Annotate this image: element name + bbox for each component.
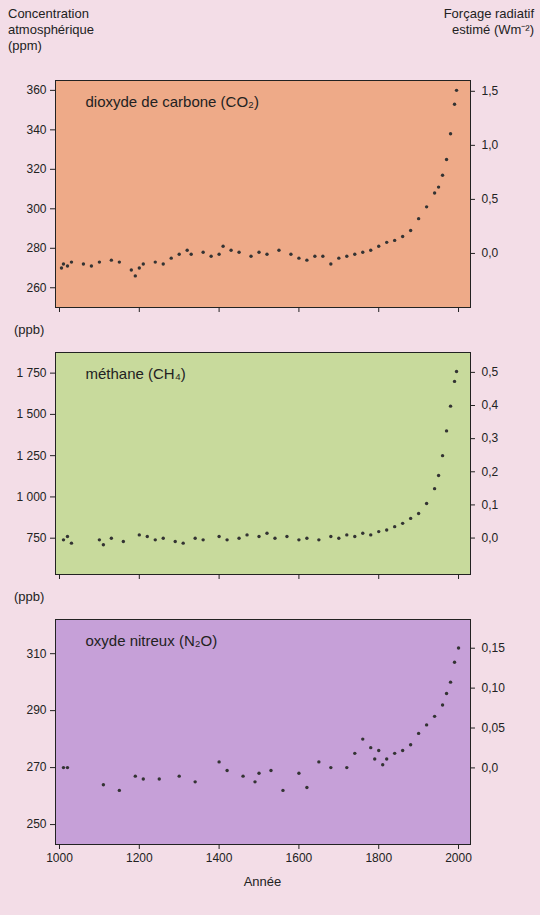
svg-text:1000: 1000: [46, 851, 73, 865]
svg-text:1400: 1400: [206, 851, 233, 865]
svg-text:0,5: 0,5: [482, 365, 499, 379]
svg-text:340: 340: [26, 123, 46, 137]
svg-text:320: 320: [26, 162, 46, 176]
svg-text:300: 300: [26, 202, 46, 216]
svg-text:0,5: 0,5: [482, 192, 499, 206]
svg-text:250: 250: [26, 817, 46, 831]
svg-text:1 750: 1 750: [16, 366, 46, 380]
svg-text:1800: 1800: [365, 851, 392, 865]
html-text:(ppb): (ppb): [14, 322, 45, 337]
svg-text:0,1: 0,1: [482, 498, 499, 512]
svg-text:dioxyde de carbone (CO₂): dioxyde de carbone (CO₂): [86, 93, 259, 110]
svg-text:0,2: 0,2: [482, 465, 499, 479]
svg-text:290: 290: [26, 703, 46, 717]
svg-text:1600: 1600: [286, 851, 313, 865]
svg-text:méthane (CH₄): méthane (CH₄): [86, 365, 186, 382]
svg-text:0,0: 0,0: [482, 761, 499, 775]
html-text:Concentration atmosphérique (p: Concentration atmosphérique (ppm): [8, 6, 94, 53]
svg-text:1,0: 1,0: [482, 138, 499, 152]
svg-text:1200: 1200: [126, 851, 153, 865]
svg-text:260: 260: [26, 281, 46, 295]
svg-text:0,15: 0,15: [482, 641, 506, 655]
svg-text:1 000: 1 000: [16, 490, 46, 504]
html-text:(ppb): (ppb): [14, 589, 45, 604]
svg-text:750: 750: [26, 531, 46, 545]
svg-text:0,4: 0,4: [482, 398, 499, 412]
svg-text:0,3: 0,3: [482, 431, 499, 445]
html-text:Année: Année: [243, 874, 282, 889]
svg-text:360: 360: [26, 83, 46, 97]
svg-text:1 500: 1 500: [16, 407, 46, 421]
svg-text:0,0: 0,0: [482, 531, 499, 545]
svg-text:280: 280: [26, 241, 46, 255]
svg-text:270: 270: [26, 760, 46, 774]
svg-text:1 250: 1 250: [16, 448, 46, 462]
html-text:Forçage radiatif estimé (Wm⁻²): Forçage radiatif estimé (Wm⁻²): [443, 6, 534, 37]
svg-text:oxyde nitreux (N₂O): oxyde nitreux (N₂O): [86, 632, 218, 649]
svg-text:0,10: 0,10: [482, 681, 506, 695]
svg-text:0,05: 0,05: [482, 721, 506, 735]
svg-text:0,0: 0,0: [482, 246, 499, 260]
svg-text:2000: 2000: [445, 851, 472, 865]
svg-text:310: 310: [26, 647, 46, 661]
svg-text:1,5: 1,5: [482, 84, 499, 98]
